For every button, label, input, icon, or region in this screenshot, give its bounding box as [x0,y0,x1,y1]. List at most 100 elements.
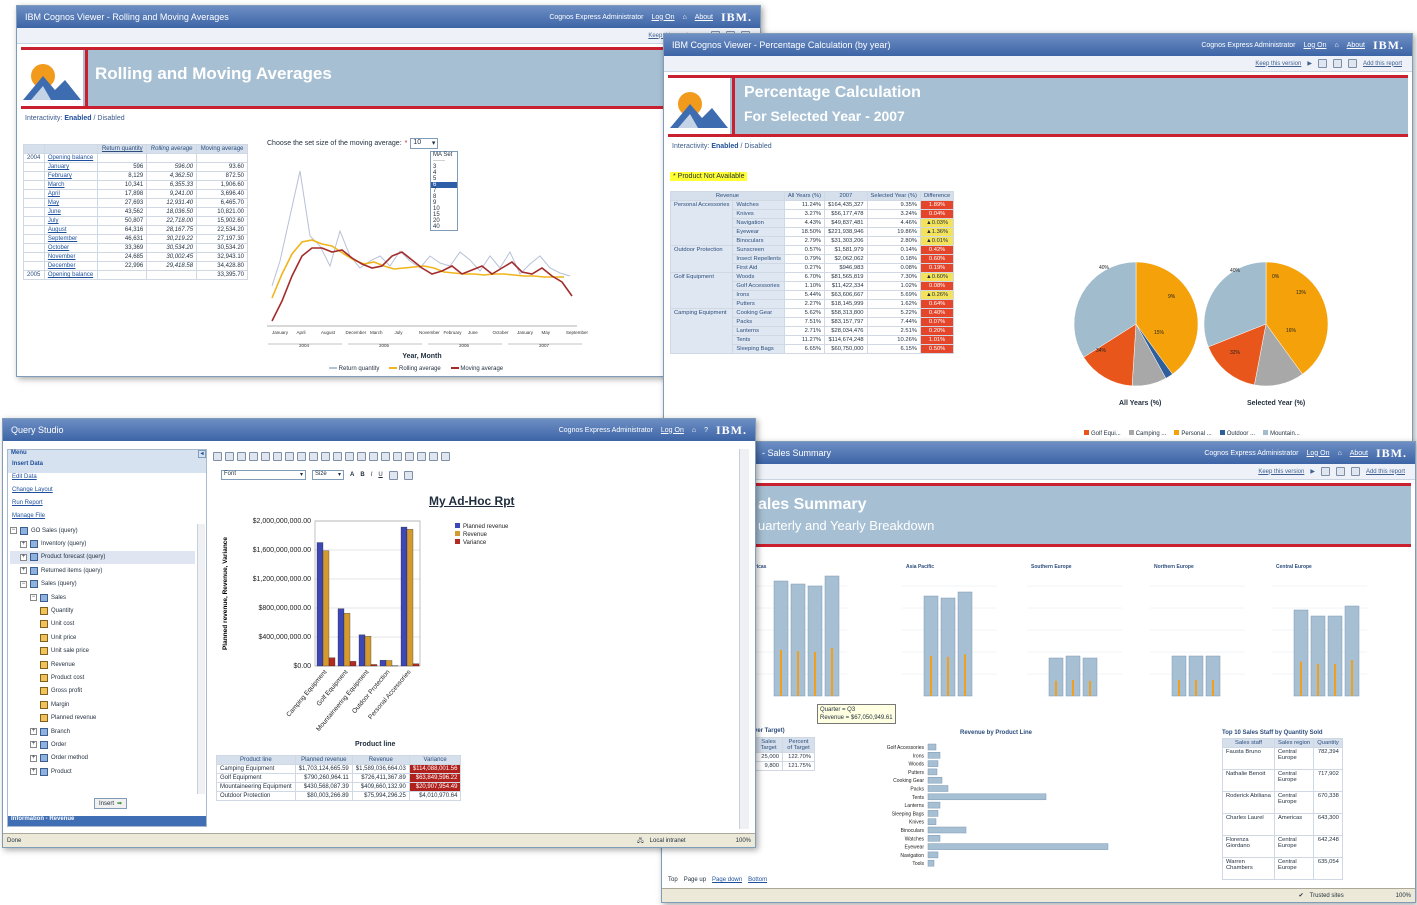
month-cell[interactable]: Opening balance [43,153,99,163]
enabled-link[interactable]: Enabled [711,143,739,150]
dropdown-option[interactable]: 5 [433,176,437,182]
tree-node[interactable]: − Sales [30,593,67,602]
size-select[interactable]: Size ▾ [312,470,344,480]
bar[interactable] [406,529,414,667]
disabled-link[interactable]: Disabled [744,143,772,150]
col-return-qty[interactable]: Return quantity [97,144,148,154]
pie-slice[interactable] [1208,323,1267,386]
month-cell[interactable]: April [43,189,99,199]
expand-icon[interactable]: + [30,728,37,736]
bar[interactable] [343,613,351,667]
nav-top[interactable]: Top [668,877,678,883]
background-color-icon[interactable] [388,470,398,480]
expand-icon[interactable]: + [30,754,37,762]
expand-icon[interactable]: + [20,567,27,575]
menu-item[interactable]: Change Layout [12,487,53,493]
title-bar[interactable]: IBM Cognos Viewer - Percentage Calculati… [664,34,1412,56]
month-cell[interactable]: March [43,180,99,190]
month-cell[interactable]: June [43,207,99,217]
expand-icon[interactable]: + [30,768,37,776]
tree-node[interactable]: Unit cost [10,618,195,631]
disabled-link[interactable]: Disabled [97,115,125,122]
save-icon[interactable] [1350,467,1360,476]
month-cell[interactable]: December [43,261,99,271]
underline-icon[interactable]: U [378,472,383,478]
about-link[interactable]: About [1349,449,1368,457]
expand-icon[interactable]: + [30,741,37,749]
main-scrollbar[interactable] [739,449,749,829]
filter-icon[interactable] [345,451,354,461]
month-cell[interactable]: Opening balance [43,270,99,280]
bar[interactable] [316,542,324,667]
title-bar[interactable]: Query Studio Cognos Express Administrato… [3,419,755,441]
run-icon[interactable]: ▶ [1307,61,1312,67]
nav-page-down[interactable]: Page down [712,877,743,883]
keep-version-link[interactable]: Keep this version [1255,60,1302,67]
revenue-bar[interactable] [927,793,1047,801]
revenue-bar[interactable] [927,835,941,842]
bar[interactable] [400,526,408,667]
undo-icon[interactable] [309,451,318,461]
dropdown-option[interactable]: 6 [431,182,457,188]
home-icon[interactable]: ⌂ [682,13,687,21]
title-bar[interactable]: - Sales Summary Cognos Express Administr… [662,442,1415,464]
revenue-bar[interactable] [927,785,949,792]
dropdown-option[interactable]: 20 [433,218,440,224]
help-icon[interactable]: ? [704,426,708,434]
pie-slice[interactable] [1083,323,1137,387]
font-select[interactable]: Font ▾ [221,470,306,480]
status-zoom[interactable]: 100% [735,837,751,844]
new-icon[interactable] [213,451,222,461]
bar[interactable] [358,634,366,667]
dropdown-option[interactable]: 7 [433,188,437,194]
home-icon[interactable]: ⌂ [1334,41,1339,49]
redo-icon[interactable] [321,451,330,461]
pie-slice[interactable] [1135,261,1199,375]
tree-node[interactable]: − GO Sales (query) [10,526,78,535]
revenue-bar[interactable] [927,826,967,834]
tree-node[interactable]: + Product forecast (query) [10,550,195,565]
run-icon[interactable] [333,451,342,461]
calculate-icon[interactable] [381,451,390,461]
dropdown-option[interactable]: 8 [433,194,437,200]
month-cell[interactable]: May [43,198,99,208]
information-bar[interactable]: Information - Revenue [8,816,206,826]
sum-icon[interactable] [369,451,378,461]
tree-node[interactable]: Unit sale price [10,645,195,658]
revenue-bar[interactable] [927,776,943,784]
menu-item[interactable]: Run Report [12,500,43,506]
paste-icon[interactable] [285,451,294,461]
revenue-bar[interactable] [927,818,937,825]
dropdown-option[interactable]: 40 [433,224,440,230]
save-as-icon[interactable] [249,451,258,461]
month-cell[interactable]: September [43,234,99,244]
dropdown-option[interactable]: 9 [433,200,437,206]
format-icon[interactable] [1335,467,1345,476]
home-icon[interactable]: ⌂ [691,426,697,434]
revenue-bar[interactable] [927,743,937,751]
month-cell[interactable]: October [43,243,99,253]
bold-icon[interactable]: B [360,472,365,478]
menu-item[interactable]: Edit Data [12,474,37,480]
open-icon[interactable] [225,451,234,461]
revenue-bar[interactable] [927,801,941,809]
ma-set-select[interactable]: 10 ▾ [410,138,439,149]
revenue-bar[interactable] [927,843,1109,850]
ma-set-dropdown[interactable]: MA Set ------ 3 4 5 6 7 8 9 10 15 20 40 [430,151,458,231]
dropdown-option[interactable]: 15 [433,212,440,218]
pie-slice[interactable] [1265,261,1329,375]
pie-slice[interactable] [1203,261,1267,348]
email-icon[interactable] [1320,467,1330,476]
email-icon[interactable] [1317,59,1327,68]
month-cell[interactable]: July [43,216,99,226]
bar[interactable] [322,550,330,667]
collapse-icon[interactable]: ◂ [198,450,206,458]
tree-node[interactable]: + Product [30,767,72,776]
expand-icon[interactable]: + [20,540,27,548]
copy-icon[interactable] [273,451,282,461]
menu-item[interactable]: Insert Data [8,460,206,473]
title-bar[interactable]: IBM Cognos Viewer - Rolling and Moving A… [17,6,760,28]
status-zoom[interactable]: 100% [1395,892,1411,899]
revenue-bar[interactable] [927,851,939,859]
logon-link[interactable]: Log On [660,426,684,434]
